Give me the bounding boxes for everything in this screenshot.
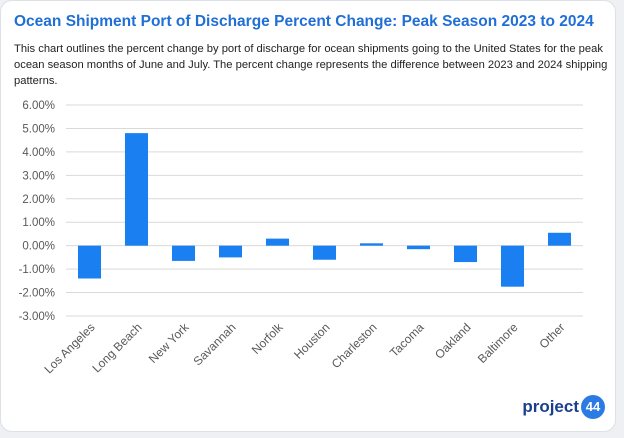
x-tick-label: Norfolk — [249, 320, 286, 357]
bar — [218, 245, 243, 258]
bar — [265, 238, 290, 246]
y-tick-label: 6.00% — [22, 100, 55, 112]
project44-logo: project 44 — [522, 395, 605, 419]
y-tick-label: -2.00% — [19, 288, 55, 300]
x-tick-label: Charleston — [329, 320, 380, 371]
x-tick-label: Los Angeles — [41, 320, 97, 376]
logo-text: project — [522, 397, 579, 416]
chart-card: Ocean Shipment Port of Discharge Percent… — [0, 0, 616, 432]
y-tick-label: 0.00% — [22, 241, 55, 253]
bar — [547, 232, 572, 246]
bar — [312, 245, 337, 260]
bar — [359, 243, 384, 246]
x-tick-label: Oakland — [432, 320, 474, 362]
y-tick-label: 4.00% — [22, 147, 55, 159]
y-tick-label: 5.00% — [22, 123, 55, 135]
y-tick-label: 3.00% — [22, 170, 55, 182]
bar — [171, 245, 196, 261]
bar — [124, 133, 149, 246]
bar — [500, 245, 525, 287]
y-tick-label: -3.00% — [19, 311, 55, 323]
bar — [406, 245, 431, 250]
chart-title: Ocean Shipment Port of Discharge Percent… — [14, 13, 594, 30]
x-tick-label: Tacoma — [387, 320, 427, 360]
x-tick-label: New York — [146, 320, 192, 366]
x-tick-label: Houston — [291, 320, 333, 362]
bar — [453, 245, 478, 263]
y-tick-label: -1.00% — [19, 264, 55, 276]
logo-badge: 44 — [581, 395, 605, 419]
x-tick-label: Long Beach — [89, 320, 144, 375]
chart-description: This chart outlines the percent change b… — [14, 43, 608, 87]
x-tick-label: Other — [536, 320, 567, 351]
y-tick-label: 2.00% — [22, 194, 55, 206]
x-tick-label: Savannah — [191, 320, 239, 368]
y-tick-label: 1.00% — [22, 217, 55, 229]
bar-chart: 6.00% 5.00% 4.00% 3.00% 2.00% 1.00% 0.00% -1.00… — [19, 100, 583, 376]
x-tick-label: Baltimore — [475, 320, 521, 366]
bar — [77, 245, 102, 279]
